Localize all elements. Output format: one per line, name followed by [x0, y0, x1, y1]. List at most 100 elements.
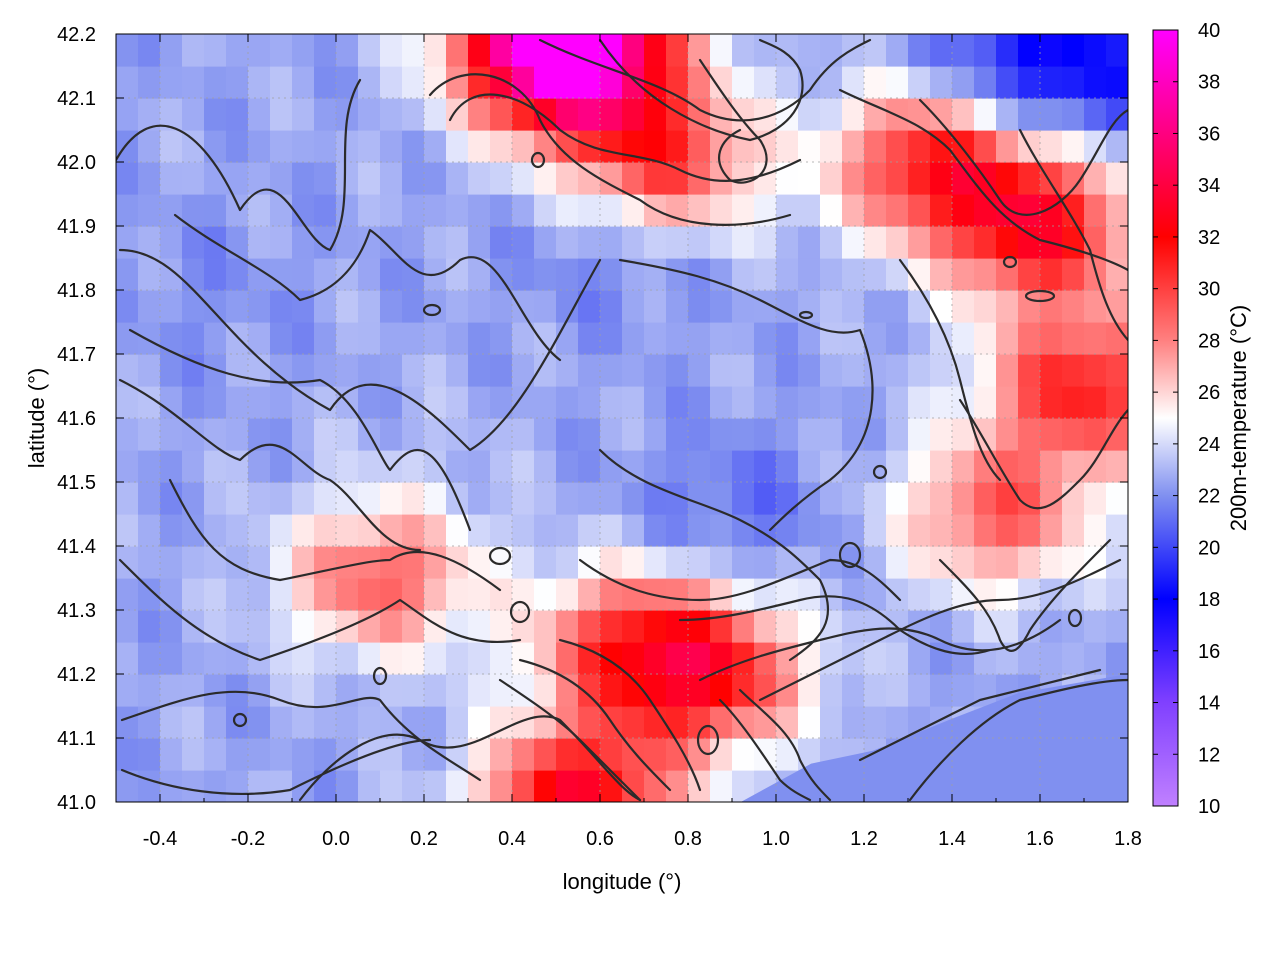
heat-cell — [908, 66, 931, 99]
contour-ring — [1002, 255, 1018, 269]
heat-cell — [754, 354, 777, 387]
heat-cell — [842, 322, 865, 355]
heat-cell — [1018, 322, 1041, 355]
heat-cell — [248, 322, 271, 355]
heat-cell — [182, 98, 205, 131]
heat-cell — [1040, 290, 1063, 323]
heat-cell — [248, 130, 271, 163]
heat-cell — [270, 98, 293, 131]
heat-cell — [710, 322, 733, 355]
heat-cell — [798, 418, 821, 451]
heat-cell — [512, 578, 535, 611]
heat-cell — [974, 98, 997, 131]
x-tick-label: -0.4 — [143, 828, 177, 850]
heat-cell — [160, 226, 183, 259]
sea-region — [740, 674, 1128, 802]
heat-cell — [666, 194, 689, 227]
heat-cell — [534, 642, 557, 675]
heat-cell — [160, 706, 183, 739]
heat-cell — [248, 706, 271, 739]
heat-cell — [622, 322, 645, 355]
heat-cell — [1106, 66, 1128, 99]
heat-cell — [886, 258, 909, 291]
heat-cell — [490, 34, 513, 67]
heat-cell — [270, 514, 293, 547]
colorbar-tick-label: 36 — [1198, 123, 1220, 145]
heat-cell — [490, 706, 513, 739]
heat-cell — [534, 578, 557, 611]
heat-cell — [490, 386, 513, 419]
heat-cell — [754, 674, 777, 707]
heat-cell — [952, 578, 975, 611]
heat-cell — [468, 226, 491, 259]
heat-cell — [468, 450, 491, 483]
heat-cell — [732, 354, 755, 387]
heat-cell — [578, 322, 601, 355]
heat-cell — [776, 354, 799, 387]
contour-ring — [696, 724, 720, 756]
contour-line — [498, 678, 642, 802]
heat-cell — [1040, 578, 1063, 611]
heat-cell — [1040, 386, 1063, 419]
heat-cell — [864, 290, 887, 323]
heat-cell — [842, 706, 865, 739]
heat-cell — [974, 290, 997, 323]
heat-cell — [402, 642, 425, 675]
heat-cell — [556, 610, 579, 643]
heat-cell — [358, 194, 381, 227]
heat-cell — [820, 578, 843, 611]
heat-cell — [798, 162, 821, 195]
heat-cell — [622, 738, 645, 771]
heat-cell — [578, 418, 601, 451]
heat-cell — [204, 162, 227, 195]
heat-cell — [468, 98, 491, 131]
colorbar-tick-label: 14 — [1198, 693, 1220, 715]
heat-cell — [160, 578, 183, 611]
heat-cell — [512, 130, 535, 163]
heat-cell — [424, 706, 447, 739]
heat-cell — [578, 226, 601, 259]
heat-cell — [248, 674, 271, 707]
heat-cell — [996, 354, 1019, 387]
heat-cell — [402, 290, 425, 323]
heat-cell — [468, 418, 491, 451]
heat-cell — [446, 354, 469, 387]
heat-cell — [556, 162, 579, 195]
heat-cell — [776, 514, 799, 547]
heat-cell — [512, 322, 535, 355]
heat-cell — [1040, 194, 1063, 227]
heat-cell — [204, 514, 227, 547]
heat-cell — [248, 162, 271, 195]
heat-cell — [622, 514, 645, 547]
heat-cell — [908, 578, 931, 611]
heat-cell — [710, 194, 733, 227]
heat-cell — [534, 546, 557, 579]
heat-cell — [226, 354, 249, 387]
heat-cell — [270, 66, 293, 99]
heat-cell — [974, 418, 997, 451]
y-tick-label: 42.1 — [57, 88, 96, 110]
heat-cell — [512, 34, 535, 67]
heat-cell — [864, 66, 887, 99]
heat-cell — [424, 194, 447, 227]
heat-cell — [248, 546, 271, 579]
heat-cell — [1106, 578, 1128, 611]
heat-cell — [578, 354, 601, 387]
heat-cell — [798, 354, 821, 387]
heat-cell — [380, 610, 403, 643]
heat-cell — [336, 226, 359, 259]
heat-cell — [622, 706, 645, 739]
heat-cell — [336, 194, 359, 227]
x-tick-label: 0.8 — [674, 828, 702, 850]
heat-cell — [468, 578, 491, 611]
heat-cell — [270, 418, 293, 451]
heat-cell — [556, 34, 579, 67]
heat-cell — [864, 194, 887, 227]
heat-cell — [292, 386, 315, 419]
y-tick-label: 42.0 — [57, 152, 96, 174]
heat-cell — [380, 482, 403, 515]
heat-cell — [358, 66, 381, 99]
heat-cell — [644, 514, 667, 547]
heat-cell — [1062, 578, 1085, 611]
